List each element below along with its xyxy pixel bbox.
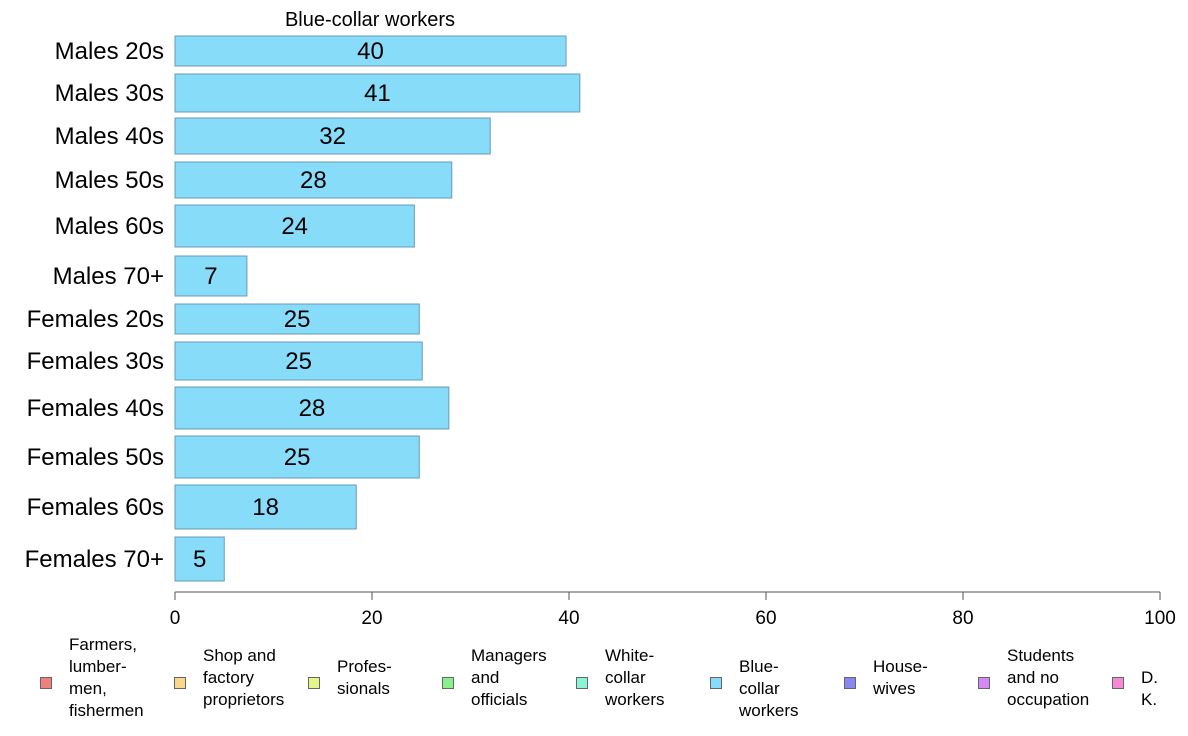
x-tick-label: 40	[558, 608, 579, 629]
legend-swatch	[978, 677, 990, 689]
legend-label: Farmers, lumber- men, fishermen	[69, 635, 144, 720]
bar	[174, 341, 423, 381]
bar	[174, 35, 567, 67]
bar	[174, 161, 453, 199]
value-label: 41	[364, 80, 391, 107]
legend-label: White- collar workers	[605, 646, 665, 709]
value-label: 18	[252, 494, 279, 521]
legend-swatch	[442, 677, 454, 689]
value-label: 24	[281, 213, 308, 240]
legend-swatch	[576, 677, 588, 689]
bar	[174, 73, 581, 113]
category-label: Females 70+	[25, 546, 164, 573]
value-label: 32	[319, 123, 346, 150]
category-label: Females 20s	[27, 306, 164, 333]
bars: Males 20s 40 Males 30s 41 Males 40s 32 Males 5…	[25, 35, 581, 582]
bar	[174, 255, 248, 297]
legend-swatch	[174, 677, 186, 689]
x-tick-label: 100	[1144, 608, 1176, 629]
value-label: 7	[204, 263, 217, 290]
category-label: Males 70+	[53, 263, 164, 290]
x-tick-label: 0	[170, 608, 181, 629]
value-label: 25	[284, 444, 311, 471]
category-label: Males 60s	[55, 213, 164, 240]
category-label: Females 30s	[27, 348, 164, 375]
x-tick-label: 60	[755, 608, 776, 629]
x-tick-label: 80	[952, 608, 973, 629]
legend-label: Profes- sionals	[337, 657, 392, 698]
bar	[174, 204, 415, 248]
category-label: Males 50s	[55, 167, 164, 194]
value-label: 5	[193, 546, 206, 573]
legend-swatch	[710, 677, 722, 689]
bar	[174, 386, 450, 430]
legend-swatch	[40, 677, 52, 689]
value-label: 25	[284, 306, 311, 333]
category-label: Males 40s	[55, 123, 164, 150]
value-label: 25	[285, 348, 312, 375]
legend-swatch	[308, 677, 320, 689]
value-label: 28	[299, 395, 326, 422]
legend-label: Shop and factory proprietors	[203, 646, 285, 709]
legend-label: D. K.	[1141, 668, 1158, 709]
category-label: Males 30s	[55, 80, 164, 107]
legend-label: Managers and officials	[471, 646, 547, 709]
category-label: Females 50s	[27, 444, 164, 471]
legend-swatch	[844, 677, 856, 689]
legend-label: House- wives	[873, 657, 928, 698]
bar	[174, 536, 225, 582]
category-label: Females 60s	[27, 494, 164, 521]
value-label: 40	[357, 38, 384, 65]
bar	[174, 117, 491, 155]
x-tick-label: 20	[361, 608, 382, 629]
bar	[174, 435, 420, 479]
legend-label: Blue-collar workers	[739, 657, 799, 720]
category-label: Females 40s	[27, 395, 164, 422]
legend: Farmers, lumber- men, fishermen Shop and …	[0, 635, 1188, 736]
bar	[174, 484, 357, 530]
x-axis: 0 20 40 60 80 100	[170, 591, 1176, 629]
value-label: 28	[300, 167, 327, 194]
bar	[174, 303, 420, 335]
chart-title: Blue-collar workers	[285, 9, 455, 31]
category-label: Males 20s	[55, 38, 164, 65]
legend-swatch	[1112, 677, 1124, 689]
legend-label: Students and no occupation	[1007, 646, 1090, 709]
